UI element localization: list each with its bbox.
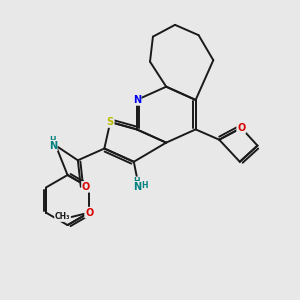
Text: H: H <box>134 177 140 186</box>
Text: N: N <box>49 141 57 151</box>
Text: O: O <box>82 182 90 192</box>
Text: CH₃: CH₃ <box>55 212 70 221</box>
Text: N: N <box>133 95 141 105</box>
Text: H: H <box>141 181 147 190</box>
Text: N: N <box>133 182 141 192</box>
Text: S: S <box>107 117 114 127</box>
Text: H: H <box>50 136 56 145</box>
Text: O: O <box>85 208 93 218</box>
Text: O: O <box>237 123 245 133</box>
